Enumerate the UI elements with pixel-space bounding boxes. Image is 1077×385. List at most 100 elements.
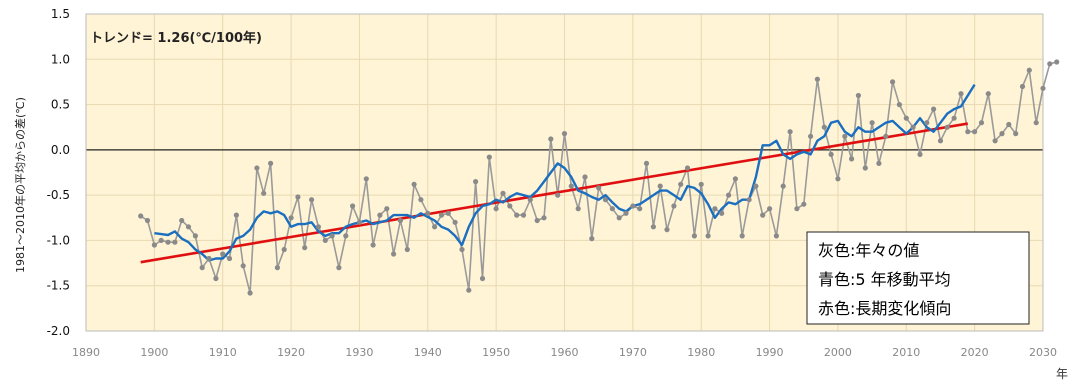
annual-point (1013, 131, 1019, 137)
annual-point (151, 242, 157, 248)
x-tick-label: 1890 (72, 346, 100, 359)
annual-point (671, 203, 677, 209)
annual-point (869, 120, 875, 126)
annual-point (862, 165, 868, 171)
annual-point (336, 265, 342, 271)
annual-point (295, 194, 301, 200)
annual-point (411, 181, 417, 187)
annual-point (876, 160, 882, 166)
annual-point (281, 246, 287, 253)
legend: 灰色:年々の値 青色:5 年移動平均 赤色:長期変化傾向 (806, 231, 1030, 325)
annual-point (650, 224, 657, 230)
annual-point (220, 251, 226, 257)
annual-point (288, 215, 294, 221)
annual-point (958, 91, 964, 97)
annual-point (760, 212, 766, 218)
annual-point (985, 91, 991, 97)
annual-point (144, 217, 151, 224)
plot-frame (85, 13, 1044, 332)
annual-point (842, 133, 848, 139)
annual-point (643, 160, 650, 166)
annual-point (808, 133, 814, 139)
y-axis-label: 1981～2010年の平均からの差(℃) (13, 97, 27, 273)
annual-point (165, 239, 171, 245)
annual-point (568, 183, 574, 189)
annual-point (520, 212, 527, 218)
legend-item-annual: 灰色:年々の値 (818, 241, 919, 260)
grid-lines (85, 13, 1044, 332)
annual-point (226, 255, 233, 262)
annual-point (698, 181, 704, 187)
annual-point (732, 176, 739, 182)
annual-point (179, 217, 185, 224)
annual-point (254, 165, 260, 171)
annual-point (903, 115, 909, 121)
annual-point (343, 233, 349, 239)
legend-item-moving-average: 青色:5 年移動平均 (818, 270, 951, 289)
annual-point (924, 120, 930, 126)
annual-point (158, 237, 164, 243)
annual-point (999, 131, 1005, 137)
annual-point (691, 233, 698, 239)
annual-point (910, 124, 916, 130)
x-tick-label: 1990 (756, 346, 784, 359)
annual-point (473, 179, 479, 185)
annual-point (883, 133, 889, 139)
annual-point (849, 156, 855, 162)
annual-point (185, 224, 192, 230)
y-tick-label: -2.0 (47, 324, 70, 338)
annual-point (493, 206, 499, 212)
annual-point (794, 206, 800, 212)
legend-box (806, 231, 1030, 325)
annual-point (486, 154, 492, 160)
annual-point (329, 233, 335, 239)
annual-point (575, 206, 581, 212)
annual-point (274, 265, 280, 271)
annual-point (172, 239, 178, 245)
annual-point (261, 190, 267, 196)
annual-point (726, 192, 732, 198)
annual-point (363, 176, 369, 182)
annual-point (828, 151, 834, 157)
annual-point (664, 227, 670, 233)
x-tick-label: 2030 (1029, 346, 1057, 359)
annual-point (213, 275, 219, 282)
annual-point (1026, 67, 1032, 73)
annual-point (561, 131, 568, 137)
x-tick-label: 2000 (824, 346, 852, 359)
annual-point (432, 224, 438, 230)
annual-point (739, 233, 745, 239)
x-tick-label: 2010 (892, 346, 920, 359)
annual-point (787, 129, 793, 135)
annual-point (418, 197, 424, 203)
annual-point (814, 76, 821, 82)
x-tick-label: 1900 (140, 346, 168, 359)
annual-point (821, 124, 827, 130)
annual-point (937, 138, 944, 144)
annual-point (896, 102, 903, 108)
x-tick-label: 1950 (482, 346, 510, 359)
annual-point (657, 183, 663, 189)
annual-markers (138, 59, 1060, 296)
annual-point (944, 124, 950, 130)
annual-point (1040, 85, 1046, 91)
annual-point (1006, 121, 1012, 128)
annual-point (678, 181, 684, 187)
annual-point (404, 246, 410, 253)
annual-point (445, 210, 451, 216)
annual-point (356, 219, 362, 225)
annual-point (391, 251, 397, 257)
x-tick-label: 1960 (551, 346, 579, 359)
annual-point (315, 224, 321, 230)
annual-point (917, 151, 923, 157)
annual-point (951, 115, 957, 121)
annual-point (684, 165, 691, 171)
annual-point (705, 233, 711, 239)
annual-point (507, 203, 513, 209)
annual-point (479, 275, 486, 282)
annual-point (602, 197, 609, 203)
x-tick-label: 1910 (209, 346, 237, 359)
annual-point (1047, 61, 1053, 67)
annual-point (500, 190, 506, 196)
